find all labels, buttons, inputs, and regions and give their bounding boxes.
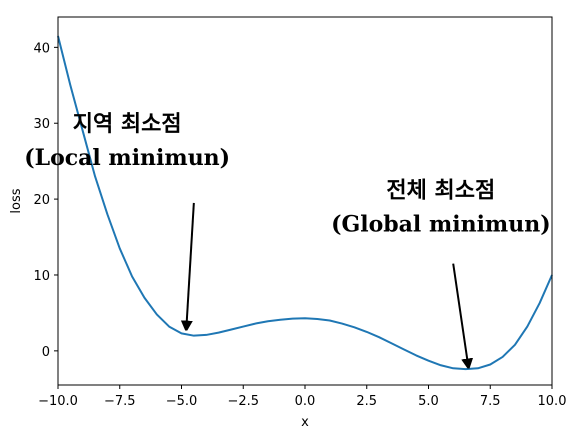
annotation-text-1-1: (Global minimun) — [331, 212, 551, 238]
y-axis: 0 10 20 30 40 — [33, 41, 58, 360]
x-tick-label: −2.5 — [227, 394, 259, 409]
y-tick-label: 10 — [33, 269, 50, 284]
x-axis-label: x — [301, 415, 309, 430]
y-axis-label: loss — [9, 188, 24, 213]
annotation-layer: 지역 최소점 (Local minimun) 전체 최소점 (Global minim… — [24, 111, 551, 365]
annotation-arrow-1 — [452, 263, 468, 365]
y-tick-label: 30 — [33, 117, 50, 132]
annotation-text-1-0: 전체 최소점 — [386, 178, 495, 204]
y-tick-label: 0 — [42, 345, 50, 360]
x-tick-label: 0.0 — [295, 394, 316, 409]
y-tick-label: 40 — [33, 41, 50, 56]
x-tick-label: −10.0 — [38, 394, 78, 409]
annotation-text-0-1: (Local minimun) — [24, 145, 230, 171]
plot-area — [58, 17, 552, 385]
x-tick-label: 5.0 — [418, 394, 439, 409]
annotation-text-0-0: 지역 최소점 — [73, 111, 182, 137]
x-tick-label: 10.0 — [538, 394, 567, 409]
x-axis: −10.0 −7.5 −5.0 −2.5 0.0 2.5 5.0 7.5 10.0 — [38, 385, 566, 409]
x-tick-label: 2.5 — [356, 394, 377, 409]
x-tick-label: 7.5 — [480, 394, 501, 409]
y-tick-label: 20 — [33, 193, 50, 208]
x-tick-label: −5.0 — [166, 394, 198, 409]
x-tick-label: −7.5 — [104, 394, 136, 409]
annotation-arrow-0 — [186, 202, 195, 327]
